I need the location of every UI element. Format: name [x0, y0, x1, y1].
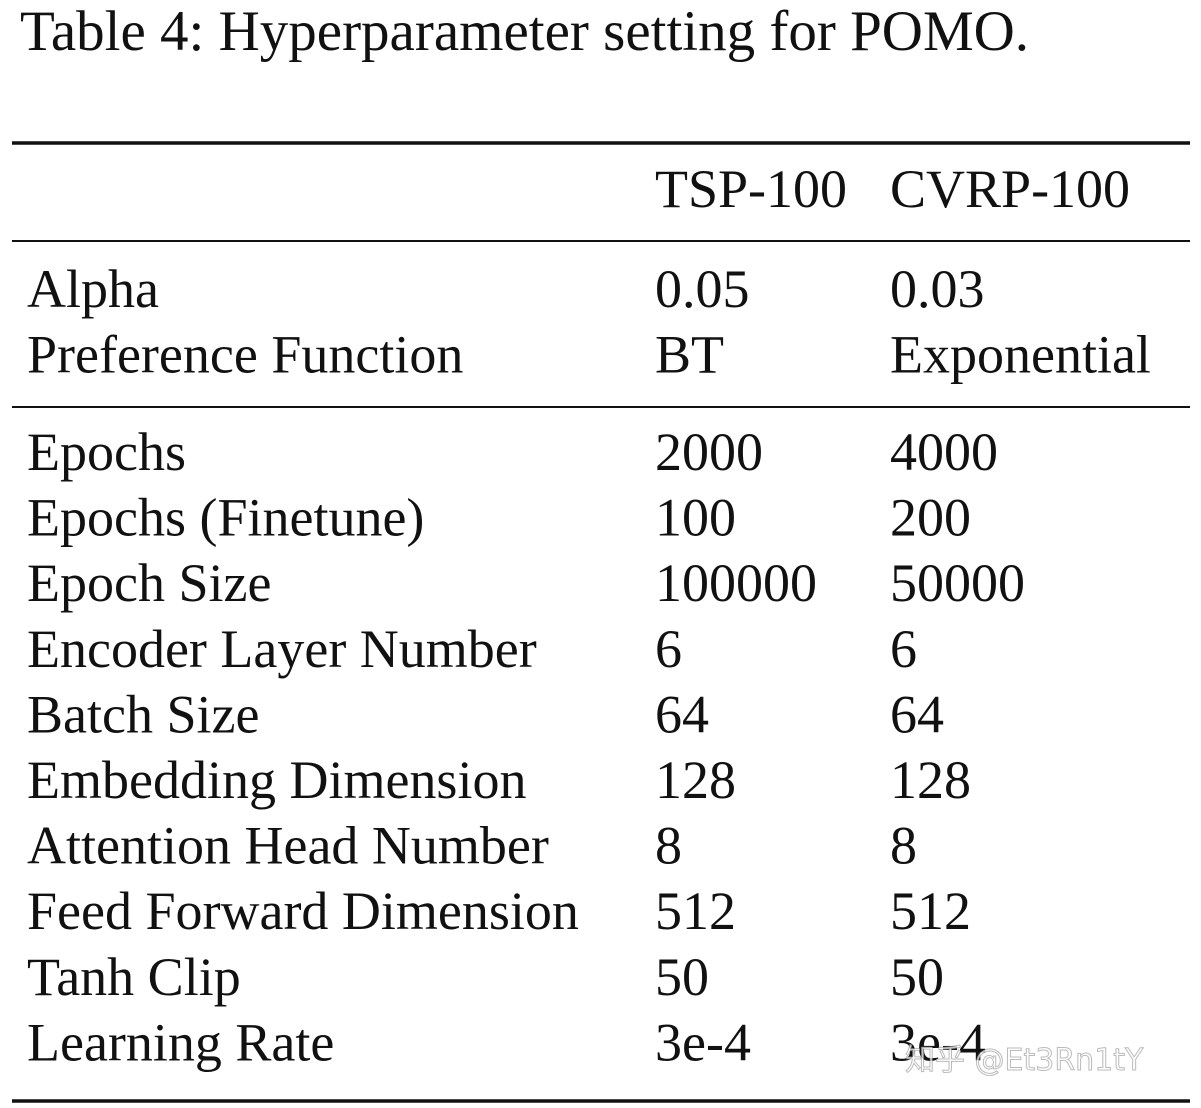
cell: 200 [890, 488, 971, 548]
cell: 8 [655, 816, 682, 876]
cell: 100000 [655, 553, 817, 613]
cell: 128 [655, 750, 736, 810]
row-label: Epochs (Finetune) [27, 488, 424, 548]
cell: 6 [890, 619, 917, 679]
cell: 50000 [890, 553, 1025, 613]
caption: Table 4: Hyperparameter setting for POMO… [20, 0, 1029, 63]
cell: 0.05 [655, 259, 750, 319]
column-header: TSP-100 [655, 159, 847, 219]
cell: 0.03 [890, 259, 985, 319]
row-label: Batch Size [27, 684, 259, 744]
cell: 64 [890, 684, 944, 744]
column-header: CVRP-100 [890, 159, 1130, 219]
row-label: Preference Function [27, 325, 463, 385]
cell: 6 [655, 619, 682, 679]
cell: 100 [655, 488, 736, 548]
cell: 512 [890, 881, 971, 941]
row-label: Feed Forward Dimension [27, 881, 579, 941]
cell: 128 [890, 750, 971, 810]
row-label: Alpha [27, 259, 159, 319]
row-label: Epochs [27, 422, 186, 482]
cell: 512 [655, 881, 736, 941]
cell: Exponential [890, 325, 1151, 385]
row-label: Embedding Dimension [27, 750, 526, 810]
row-label: Epoch Size [27, 553, 271, 613]
cell: 3e-4 [890, 1012, 986, 1072]
cell: 50 [655, 947, 709, 1007]
watermark: 知乎 @Et3Rn1tY [905, 1043, 1144, 1078]
cell: 3e-4 [655, 1012, 751, 1072]
cell: BT [655, 325, 724, 385]
row-label: Tanh Clip [27, 947, 241, 1007]
cell: 8 [890, 816, 917, 876]
row-label: Learning Rate [27, 1012, 334, 1072]
cell: 4000 [890, 422, 998, 482]
row-label: Attention Head Number [27, 816, 549, 876]
cell: 50 [890, 947, 944, 1007]
cell: 2000 [655, 422, 763, 482]
row-label: Encoder Layer Number [27, 619, 537, 679]
cell: 64 [655, 684, 709, 744]
